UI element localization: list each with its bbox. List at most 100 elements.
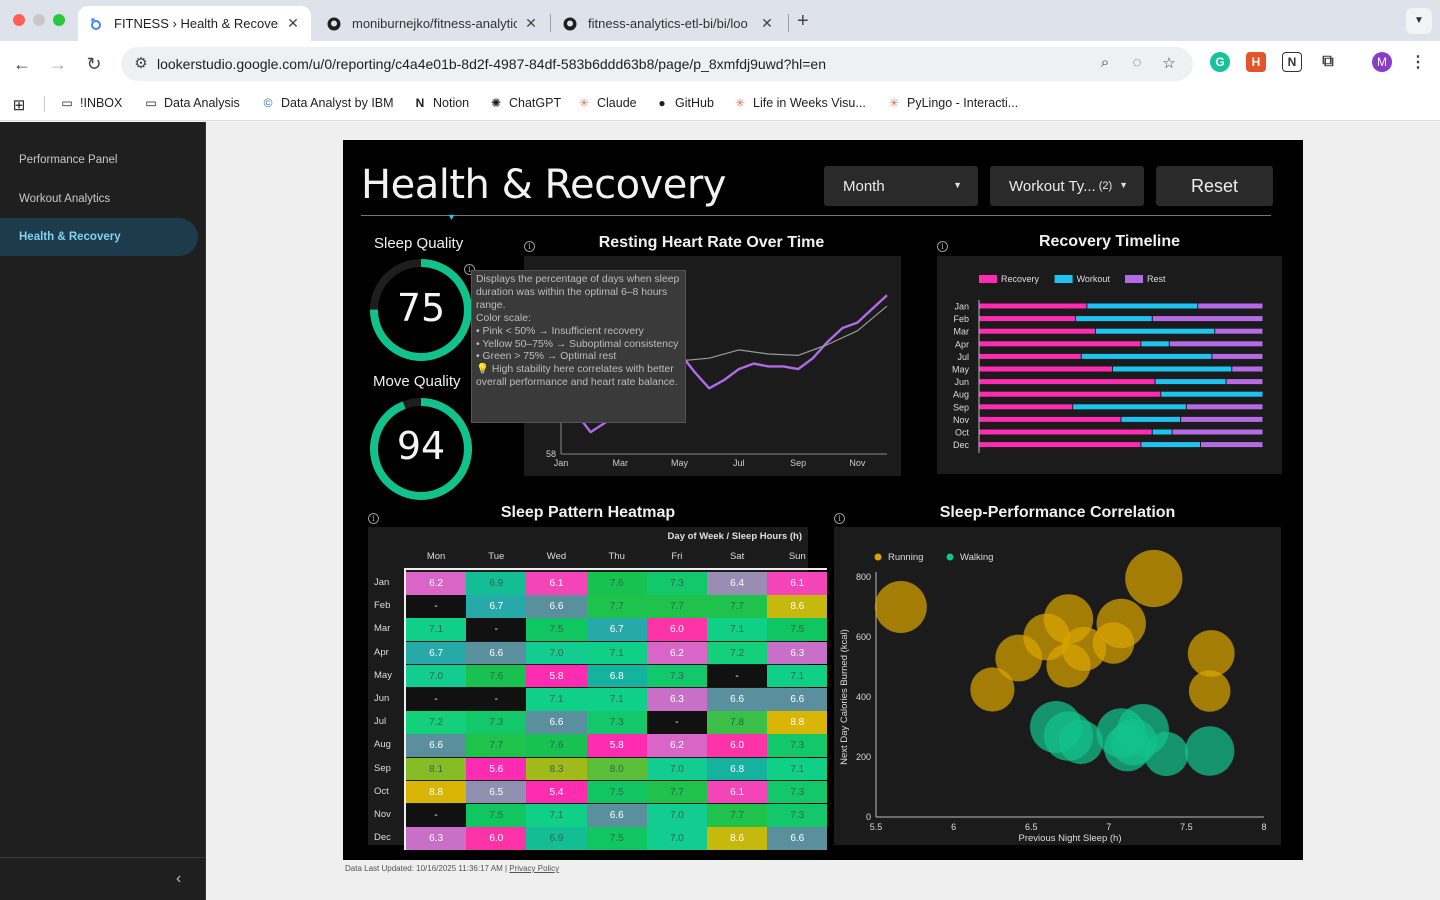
bookmark-claude[interactable]: ✳ Claude xyxy=(578,96,637,110)
heatmap-cell[interactable]: 8.3 xyxy=(526,757,587,781)
heatmap-cell[interactable]: 6.6 xyxy=(466,641,527,665)
heatmap-cell[interactable]: 7.1 xyxy=(526,804,587,827)
heatmap-cell[interactable]: 6.7 xyxy=(406,641,467,665)
heatmap-cell[interactable]: 6.3 xyxy=(767,641,828,665)
new-tab-plus-icon[interactable]: + xyxy=(797,10,809,32)
heatmap-cell[interactable]: 6.7 xyxy=(586,618,647,642)
heatmap-cell[interactable]: 6.0 xyxy=(707,734,768,758)
heatmap-cell[interactable]: 6.0 xyxy=(646,618,707,642)
heatmap-cell[interactable]: - xyxy=(406,804,467,827)
heatmap-cell[interactable]: 6.1 xyxy=(767,572,828,595)
heatmap-cell[interactable]: 6.6 xyxy=(406,734,467,758)
heatmap-cell[interactable]: 7.2 xyxy=(406,711,467,734)
extension-h-icon[interactable]: H xyxy=(1246,52,1266,72)
apps-grid-icon[interactable]: ⊞ xyxy=(12,97,26,114)
heatmap-cell[interactable]: - xyxy=(646,711,707,734)
heatmap-cell[interactable]: 5.4 xyxy=(526,780,587,804)
bookmark-chatgpt[interactable]: ✺ ChatGPT xyxy=(490,96,562,110)
heatmap-cell[interactable]: 7.2 xyxy=(707,641,768,665)
heatmap-cell[interactable]: 8.8 xyxy=(406,780,467,804)
heatmap-cell[interactable]: 7.1 xyxy=(767,757,828,781)
reload-icon[interactable]: ↻ xyxy=(86,53,102,74)
heatmap-cell[interactable]: 7.7 xyxy=(466,734,527,758)
address-bar[interactable]: ⚙ lookerstudio.google.com/u/0/reporting/… xyxy=(121,47,1193,81)
heatmap-cell[interactable]: 7.1 xyxy=(406,618,467,642)
info-icon[interactable]: i xyxy=(937,241,948,252)
heatmap-cell[interactable]: - xyxy=(707,664,768,688)
heatmap-cell[interactable]: 7.5 xyxy=(526,618,587,642)
heatmap-cell[interactable]: 7.1 xyxy=(586,641,647,665)
grammarly-icon[interactable]: G xyxy=(1210,52,1230,72)
heatmap-cell[interactable]: 8.6 xyxy=(767,595,828,618)
heatmap-cell[interactable]: 7.3 xyxy=(586,711,647,734)
forward-arrow-icon[interactable]: → xyxy=(49,53,67,74)
heatmap-cell[interactable]: 6.4 xyxy=(707,572,768,595)
heatmap-cell[interactable]: 8.1 xyxy=(406,757,467,781)
close-window-dot[interactable] xyxy=(13,14,25,26)
heatmap-cell[interactable]: 7.6 xyxy=(466,664,527,688)
bookmark-star-icon[interactable]: ☆ xyxy=(1162,55,1176,72)
back-arrow-icon[interactable]: ← xyxy=(13,53,31,74)
info-icon[interactable]: i xyxy=(464,264,475,275)
heatmap-cell[interactable]: 7.0 xyxy=(406,664,467,688)
heatmap-cell[interactable]: 7.6 xyxy=(526,734,587,758)
heatmap-cell[interactable]: 7.5 xyxy=(586,780,647,804)
tab-search-chevron-icon[interactable]: ▼ xyxy=(1406,8,1432,34)
sidebar-item-workout-analytics[interactable]: Workout Analytics xyxy=(19,193,111,205)
heatmap-cell[interactable]: 7.0 xyxy=(646,757,707,781)
workout-type-dropdown[interactable]: Workout Ty... (2) ▼ xyxy=(990,166,1144,206)
tab-close-icon[interactable]: ✕ xyxy=(525,15,537,31)
maximize-window-dot[interactable] xyxy=(53,14,65,26)
heatmap-cell[interactable]: 6.9 xyxy=(466,572,527,595)
minimize-window-dot[interactable] xyxy=(33,14,45,26)
month-dropdown[interactable]: Month ▼ xyxy=(824,166,978,206)
heatmap-cell[interactable]: 7.0 xyxy=(646,827,707,850)
menu-kebab-icon[interactable]: ⋮ xyxy=(1410,54,1426,71)
heatmap-cell[interactable]: 6.8 xyxy=(707,757,768,781)
heatmap-cell[interactable]: 6.8 xyxy=(586,664,647,688)
heatmap-cell[interactable]: 7.8 xyxy=(707,711,768,734)
heatmap-cell[interactable]: 6.6 xyxy=(707,688,768,711)
sidebar-item-performance-panel[interactable]: Performance Panel xyxy=(19,154,118,166)
bookmark-data-analysis[interactable]: ▭ Data Analysis xyxy=(145,96,240,110)
tab-fitness-health[interactable]: FITNESS › Health & Recovery ✕ xyxy=(78,6,311,41)
bookmark-pylingo[interactable]: ✳ PyLingo - Interacti... xyxy=(888,96,1019,110)
heatmap-cell[interactable]: 8.0 xyxy=(586,757,647,781)
heatmap-cell[interactable]: 7.3 xyxy=(767,804,828,827)
heatmap-cell[interactable]: - xyxy=(406,595,467,618)
heatmap-cell[interactable]: 6.6 xyxy=(586,804,647,827)
eye-slash-icon[interactable]: ◌ xyxy=(1132,54,1142,71)
heatmap-cell[interactable]: 7.1 xyxy=(707,618,768,642)
extensions-puzzle-icon[interactable]: ⧉ xyxy=(1322,53,1334,70)
info-icon[interactable]: i xyxy=(834,513,845,524)
heatmap-cell[interactable]: 7.3 xyxy=(466,711,527,734)
heatmap-cell[interactable]: 7.5 xyxy=(466,804,527,827)
tab-github-repo[interactable]: moniburnejko/fitness-analytic ✕ xyxy=(316,6,549,41)
heatmap-cell[interactable]: 7.3 xyxy=(767,734,828,758)
heatmap-cell[interactable]: 7.5 xyxy=(767,618,828,642)
tab-close-icon[interactable]: ✕ xyxy=(761,15,773,31)
heatmap-cell[interactable]: 7.7 xyxy=(646,780,707,804)
privacy-policy-link[interactable]: Privacy Policy xyxy=(509,864,560,873)
heatmap-cell[interactable]: 6.0 xyxy=(466,827,527,850)
heatmap-cell[interactable]: 6.1 xyxy=(526,572,587,595)
heatmap-cell[interactable]: 6.9 xyxy=(526,827,587,850)
heatmap-cell[interactable]: 6.7 xyxy=(466,595,527,618)
heatmap-cell[interactable]: - xyxy=(466,618,527,642)
heatmap-cell[interactable]: 5.8 xyxy=(586,734,647,758)
profile-avatar[interactable]: M xyxy=(1372,52,1392,72)
heatmap-cell[interactable]: 6.6 xyxy=(526,711,587,734)
reset-button[interactable]: Reset xyxy=(1156,166,1273,206)
heatmap-cell[interactable]: - xyxy=(466,688,527,711)
sidebar-item-health-recovery[interactable]: Health & Recovery xyxy=(0,218,198,256)
tab-github-etl[interactable]: fitness-analytics-etl-bi/bi/loo ✕ xyxy=(552,6,785,41)
bookmark-ibm[interactable]: © Data Analyst by IBM xyxy=(261,96,394,110)
zoom-icon[interactable]: ⌕ xyxy=(1100,54,1110,71)
heatmap-cell[interactable]: 6.3 xyxy=(646,688,707,711)
heatmap-cell[interactable]: 7.0 xyxy=(526,641,587,665)
heatmap-cell[interactable]: 6.5 xyxy=(466,780,527,804)
heatmap-cell[interactable]: - xyxy=(406,688,467,711)
info-icon[interactable]: i xyxy=(368,513,379,524)
heatmap-cell[interactable]: 7.0 xyxy=(646,804,707,827)
heatmap-cell[interactable]: 5.8 xyxy=(526,664,587,688)
